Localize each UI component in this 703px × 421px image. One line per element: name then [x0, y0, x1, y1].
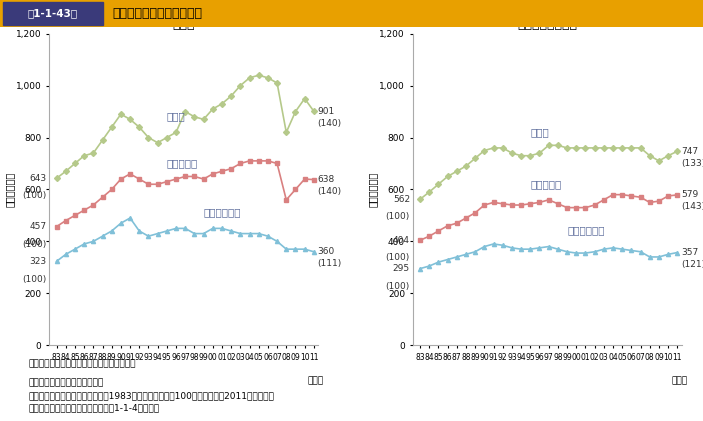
Text: 747: 747	[681, 147, 698, 156]
Text: (133): (133)	[681, 159, 703, 168]
Text: 638: 638	[318, 175, 335, 184]
Text: 中規模企業: 中規模企業	[530, 179, 562, 189]
Title: 商業・サービス業: 商業・サービス業	[517, 18, 577, 31]
Text: 中規模企業: 中規模企業	[167, 158, 198, 168]
Text: 404: 404	[393, 236, 410, 245]
Text: (100): (100)	[22, 240, 46, 249]
FancyBboxPatch shape	[0, 0, 109, 27]
Title: 製造業: 製造業	[172, 18, 195, 31]
Text: ２．　（　）の数値は、1983年の各規模の値を100としたときの2011年の数値。: ２． （ ）の数値は、1983年の各規模の値を100としたときの2011年の数値…	[28, 391, 274, 400]
Text: 323: 323	[30, 257, 46, 266]
Text: 大企業: 大企業	[167, 111, 186, 121]
Text: （年）: （年）	[671, 376, 688, 385]
Bar	[3, 2, 103, 25]
Text: (111): (111)	[318, 259, 342, 268]
Text: 規模別の労働生産性の推移: 規模別の労働生産性の推移	[112, 7, 202, 20]
Text: 562: 562	[393, 195, 410, 204]
Text: 579: 579	[681, 190, 698, 200]
Text: 457: 457	[30, 222, 46, 231]
Text: （注）　１．　数値は中央値。: （注） １． 数値は中央値。	[28, 378, 103, 387]
Text: 第1-1-43図: 第1-1-43図	[28, 8, 78, 18]
Text: （年）: （年）	[308, 376, 324, 385]
Text: (143): (143)	[681, 203, 703, 211]
Y-axis label: （万円／人）: （万円／人）	[4, 172, 15, 207]
Text: 360: 360	[318, 247, 335, 256]
Text: 大企業: 大企業	[530, 127, 549, 137]
Text: (100): (100)	[386, 253, 410, 262]
Text: 規模別の労働生産性の推移: 規模別の労働生産性の推移	[141, 7, 231, 20]
FancyBboxPatch shape	[1, 2, 107, 25]
Text: 第1-1-43図: 第1-1-43図	[27, 8, 81, 18]
Text: (140): (140)	[318, 119, 342, 128]
Text: (100): (100)	[386, 213, 410, 221]
Text: 資料：財務省「法人企業統計年報」再編加工: 資料：財務省「法人企業統計年報」再編加工	[28, 359, 136, 368]
Text: 643: 643	[30, 174, 46, 183]
Text: ３．　各年の数値は、付注1-1-4を参照。: ３． 各年の数値は、付注1-1-4を参照。	[28, 403, 160, 413]
Text: 901: 901	[318, 107, 335, 116]
Text: 小規模事業者: 小規模事業者	[204, 208, 241, 217]
Text: (100): (100)	[22, 192, 46, 200]
Text: 小規模事業者: 小規模事業者	[567, 226, 605, 236]
Text: (140): (140)	[318, 187, 342, 196]
Text: (121): (121)	[681, 260, 703, 269]
Text: (100): (100)	[386, 282, 410, 291]
Text: 295: 295	[393, 264, 410, 273]
Text: (100): (100)	[22, 274, 46, 283]
Y-axis label: （万円／人）: （万円／人）	[368, 172, 378, 207]
Text: 357: 357	[681, 248, 698, 257]
